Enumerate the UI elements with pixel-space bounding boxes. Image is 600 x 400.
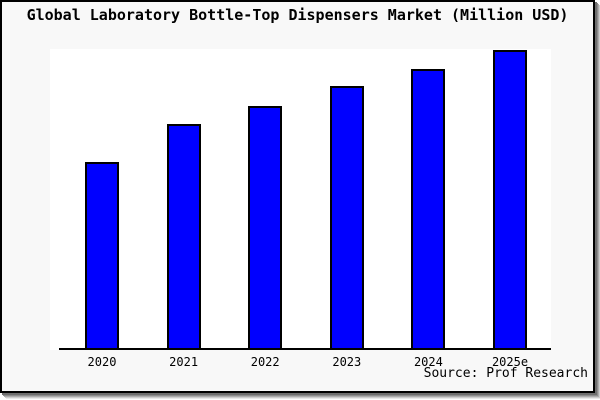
bar-2025e (493, 50, 527, 350)
plot-area (50, 49, 551, 350)
x-axis-label-2025e: 2025e (491, 355, 529, 369)
x-axis-label-2023: 2023 (332, 355, 362, 369)
x-axis-label-2020: 2020 (87, 355, 117, 369)
x-axis-label-2024: 2024 (413, 355, 443, 369)
x-axis-label-2022: 2022 (250, 355, 280, 369)
chart-title: Global Laboratory Bottle-Top Dispensers … (26, 6, 569, 24)
x-axis-label-2021: 2021 (169, 355, 199, 369)
bar-2020 (85, 161, 119, 350)
chart-frame: Global Laboratory Bottle-Top Dispensers … (0, 0, 595, 393)
x-axis-line (59, 348, 551, 350)
source-note: Source: Prof Research (423, 366, 588, 381)
bar-2021 (166, 124, 201, 350)
bar-2024 (411, 68, 446, 350)
bar-2022 (248, 105, 283, 350)
bar-2023 (329, 86, 364, 350)
